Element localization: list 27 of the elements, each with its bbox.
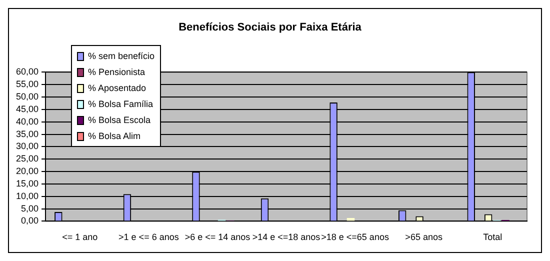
y-tick-label: 55,00 — [16, 79, 39, 90]
y-tick-label: 45,00 — [16, 104, 39, 114]
x-tick-label: >18 e <=65 anos — [321, 232, 390, 242]
chart-title: Benefícios Sociais por Faixa Etária — [178, 22, 362, 34]
legend-label: % Aposentado — [88, 83, 146, 93]
y-tick-label: 60,00 — [16, 66, 39, 77]
y-tick-label: 30,00 — [16, 141, 39, 152]
y-tick-label: 35,00 — [16, 128, 39, 139]
y-tick-label: 0,00 — [20, 216, 39, 226]
y-tick-label: 15,00 — [16, 178, 39, 188]
y-tick-label: 20,00 — [16, 166, 39, 176]
legend-label: % Pensionista — [88, 67, 146, 77]
y-tick-label: 50,00 — [16, 92, 39, 102]
legend-label: % sem benefício — [88, 51, 155, 61]
y-tick-label: 5,00 — [20, 203, 39, 214]
legend-label: % Bolsa Escola — [88, 115, 151, 125]
x-tick-label: >6 e <= 14 anos — [184, 232, 251, 242]
legend-label: % Bolsa Família — [88, 99, 154, 109]
y-tick-label: 25,00 — [16, 154, 39, 164]
x-tick-label: Total — [483, 232, 502, 242]
x-tick-label: <= 1 ano — [62, 232, 98, 242]
x-tick-label: >1 e <= 6 anos — [118, 232, 180, 242]
legend-label: % Bolsa Alim — [88, 131, 141, 141]
x-tick-label: >65 anos — [405, 232, 443, 242]
y-tick-label: 40,00 — [16, 116, 39, 126]
y-tick-label: 10,00 — [16, 190, 39, 201]
x-tick-label: >14 e <=18 anos — [252, 232, 321, 242]
